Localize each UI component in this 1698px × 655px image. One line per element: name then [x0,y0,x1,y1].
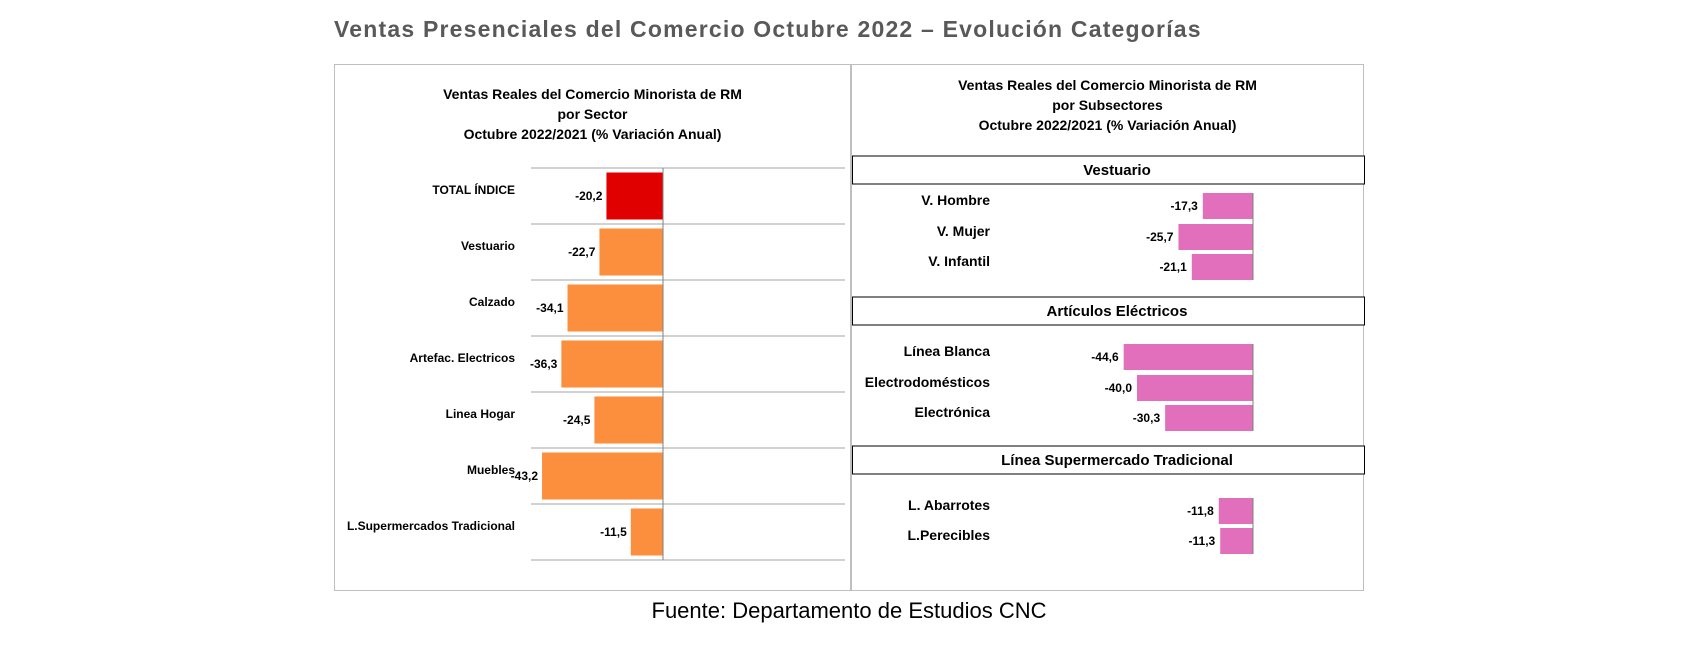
group-header-label-vestuario: Vestuario [1083,162,1151,179]
bar-l-perecibles [1220,528,1253,554]
group-header-label-articulos-electricos: Artículos Eléctricos [1047,303,1188,320]
value-label-l-supermercados-tradicional: -11,5 [600,525,627,539]
bar-calzado [567,284,663,332]
category-label-l-abarrotes: L. Abarrotes [908,497,990,513]
page-title: Ventas Presenciales del Comercio Octubre… [334,16,1202,42]
sector-chart-title-line-1: Ventas Reales del Comercio Minorista de … [443,86,742,102]
subsector-chart-panel: Ventas Reales del Comercio Minorista de … [851,64,1365,591]
bar-electrodomesticos [1137,375,1253,401]
value-label-v-infantil: -21,1 [1159,260,1187,274]
value-label-v-hombre: -17,3 [1170,199,1198,213]
category-label-l-perecibles: L.Perecibles [908,527,991,543]
value-label-l-perecibles: -11,3 [1189,534,1216,548]
category-label-total-indice: TOTAL ÍNDICE [432,182,515,197]
value-label-v-mujer: -25,7 [1146,230,1174,244]
subsector-bar-chart: Vestuario -17,3 V. Hombre -25,7 V. Mujer -21,… [852,155,1365,554]
sector-chart-title-line-3: Octubre 2022/2021 (% Variación Anual) [463,126,722,142]
sector-chart-title-line-2: por Sector [557,106,628,122]
bar-linea-hogar [594,396,663,444]
bar-vestuario [599,228,663,276]
sector-chart-title: Ventas Reales del Comercio Minorista de … [335,84,850,144]
bar-total-indice [606,172,663,220]
category-label-l-supermercados-tradicional: L.Supermercados Tradicional [347,519,515,533]
category-label-calzado: Calzado [469,295,515,309]
category-label-v-infantil: V. Infantil [928,253,990,269]
bar-v-hombre [1202,193,1253,219]
category-label-linea-hogar: Linea Hogar [446,407,516,421]
bar-l-supermercados-tradicional [630,508,663,556]
bar-electronica [1165,405,1253,431]
value-label-electrodomesticos: -40,0 [1105,381,1133,395]
category-label-vestuario: Vestuario [461,239,515,253]
category-label-v-hombre: V. Hombre [921,192,990,208]
subsector-chart-title: Ventas Reales del Comercio Minorista de … [852,75,1363,135]
source-note: Fuente: Departamento de Estudios CNC [651,598,1047,623]
group-header-linea-supermercado-tradicional [852,445,1365,475]
value-label-artefac-electricos: -36,3 [530,357,558,371]
value-label-muebles: -43,2 [511,469,539,483]
subsector-chart-title-line-2: por Subsectores [1052,97,1163,113]
value-label-electronica: -30,3 [1133,411,1161,425]
subsector-chart-title-line-3: Octubre 2022/2021 (% Variación Anual) [978,117,1237,133]
bar-linea-blanca [1123,344,1253,370]
value-label-l-abarrotes: -11,8 [1187,504,1214,518]
value-label-linea-blanca: -44,6 [1091,350,1119,364]
value-label-linea-hogar: -24,5 [563,413,591,427]
sector-bar-chart: -20,2 TOTAL ÍNDICE -22,7 Vestuario -34,1 Calz… [347,167,845,561]
value-label-total-indice: -20,2 [575,189,603,203]
bar-l-abarrotes [1218,498,1253,524]
group-header-label-linea-supermercado-tradicional: Línea Supermercado Tradicional [1001,452,1233,469]
sector-chart-panel: Ventas Reales del Comercio Minorista de … [334,64,851,591]
category-label-artefac-electricos: Artefac. Electricos [410,351,516,365]
category-label-electronica: Electrónica [915,404,991,420]
category-label-electrodomesticos: Electrodomésticos [865,374,990,390]
bar-v-infantil [1191,254,1253,280]
bar-artefac-electricos [561,340,663,388]
group-header-vestuario [852,155,1365,185]
bar-v-mujer [1178,224,1253,250]
category-label-v-mujer: V. Mujer [937,223,991,239]
category-label-muebles: Muebles [467,463,515,477]
value-label-calzado: -34,1 [536,301,564,315]
group-header-articulos-electricos [852,296,1365,326]
bar-muebles [542,452,663,500]
category-label-linea-blanca: Línea Blanca [904,343,991,359]
value-label-vestuario: -22,7 [568,245,596,259]
subsector-chart-title-line-1: Ventas Reales del Comercio Minorista de … [958,77,1257,93]
